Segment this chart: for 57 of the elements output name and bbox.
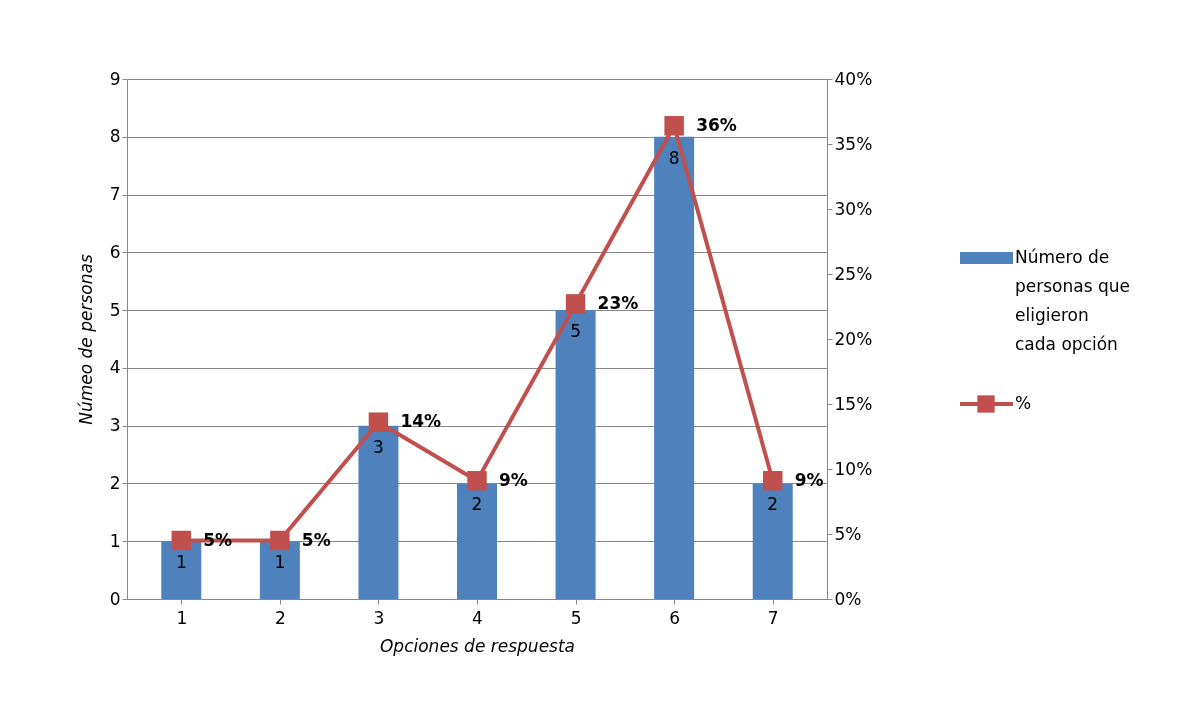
data-label: 2 <box>471 494 483 515</box>
point <box>664 116 684 136</box>
y-tick-label: 4 <box>109 357 121 378</box>
bar <box>752 483 793 599</box>
data-label: 1 <box>175 552 187 573</box>
y-tick-label: 7 <box>109 184 121 205</box>
y-tick-label: 0 <box>109 588 121 609</box>
y2-tick-label: 0% <box>834 588 862 609</box>
y-tick-label: 8 <box>109 126 121 147</box>
data-label: 2 <box>767 494 779 515</box>
point <box>762 470 783 491</box>
point <box>565 294 586 314</box>
x-tick-label: 1 <box>176 607 188 628</box>
data-label: 3 <box>373 436 384 457</box>
y-tick-label: 6 <box>109 241 121 262</box>
x-tick-label: 7 <box>767 607 779 628</box>
data-label: 1 <box>274 552 286 573</box>
data-label: 9% <box>499 469 528 490</box>
x-tick-label: 5 <box>570 607 582 628</box>
bar <box>654 136 695 599</box>
y2-tick-label: 5% <box>834 523 862 544</box>
y2-tick-label: 10% <box>834 458 873 479</box>
x-tick-label: 3 <box>373 607 385 628</box>
y-tick-label: 5 <box>109 299 121 320</box>
data-label: 5% <box>301 529 331 550</box>
y-tick-label: 9 <box>109 68 121 89</box>
data-label: 5% <box>203 529 233 550</box>
bar <box>161 541 202 599</box>
x-tick-label: 2 <box>274 607 286 628</box>
y2-tick-label: 30% <box>834 198 873 219</box>
y2-tick-label: 20% <box>834 328 873 349</box>
x-tick-label: 4 <box>472 607 483 628</box>
y-tick-label: 2 <box>109 472 121 493</box>
point <box>171 530 192 551</box>
data-label: 9% <box>794 469 824 490</box>
x-axis-title: Opciones de respuesta <box>379 635 576 656</box>
y2-tick-label: 35% <box>834 133 873 154</box>
data-label: 5 <box>570 321 581 342</box>
data-label: 8 <box>668 147 680 168</box>
data-label: 23% <box>597 292 639 313</box>
point <box>368 412 389 432</box>
point <box>467 470 487 491</box>
y-tick-label: 1 <box>109 530 121 551</box>
data-label: 36% <box>696 114 737 135</box>
y2-tick-label: 40% <box>834 68 873 89</box>
x-tick-label: 6 <box>669 607 681 628</box>
y-axis-title: Númeo de personas <box>75 254 96 425</box>
data-label: 14% <box>400 411 442 432</box>
bar <box>555 310 596 599</box>
y2-tick-label: 15% <box>834 393 873 414</box>
legend-label: % <box>1015 393 1032 413</box>
y-tick-label: 3 <box>109 415 121 436</box>
legend-label: Número de personas que eligieron cada opción <box>1015 247 1130 354</box>
y2-tick-label: 25% <box>834 263 873 284</box>
point <box>270 530 290 551</box>
bar <box>457 483 497 599</box>
bar <box>358 425 399 599</box>
